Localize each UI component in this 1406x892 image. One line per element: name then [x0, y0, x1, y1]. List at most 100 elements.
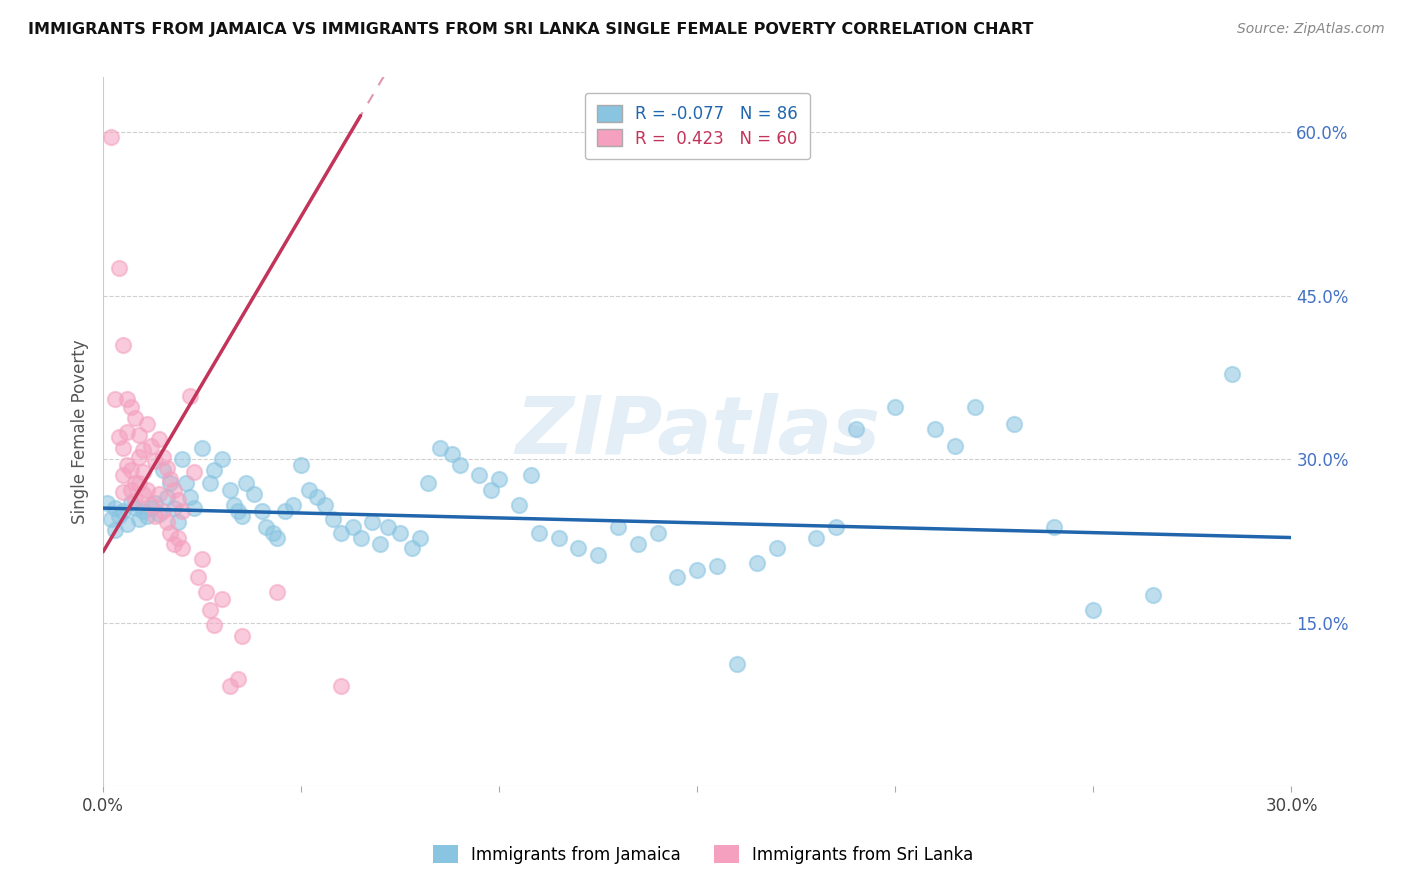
Point	[104, 392, 127, 406]
Point	[266, 585, 288, 599]
Point	[163, 537, 186, 551]
Point	[115, 392, 138, 406]
Point	[100, 130, 122, 145]
Point	[191, 441, 214, 455]
Point	[128, 450, 150, 464]
Point	[167, 493, 190, 508]
Point	[322, 512, 344, 526]
Point	[152, 504, 174, 518]
Point	[195, 585, 218, 599]
Point	[329, 679, 352, 693]
Point	[139, 498, 162, 512]
Point	[111, 441, 134, 455]
Point	[745, 556, 768, 570]
Legend: Immigrants from Jamaica, Immigrants from Sri Lanka: Immigrants from Jamaica, Immigrants from…	[426, 838, 980, 871]
Point	[148, 433, 170, 447]
Point	[329, 526, 352, 541]
Point	[148, 487, 170, 501]
Point	[1002, 417, 1025, 432]
Point	[108, 508, 131, 523]
Point	[274, 504, 297, 518]
Point	[100, 512, 122, 526]
Point	[124, 410, 146, 425]
Point	[226, 504, 249, 518]
Point	[108, 261, 131, 276]
Point	[963, 400, 986, 414]
Point	[104, 501, 127, 516]
Point	[202, 617, 225, 632]
Point	[148, 507, 170, 521]
Point	[172, 452, 194, 467]
Point	[401, 541, 423, 556]
Point	[627, 537, 650, 551]
Point	[163, 501, 186, 516]
Point	[1142, 588, 1164, 602]
Text: IMMIGRANTS FROM JAMAICA VS IMMIGRANTS FROM SRI LANKA SINGLE FEMALE POVERTY CORRE: IMMIGRANTS FROM JAMAICA VS IMMIGRANTS FR…	[28, 22, 1033, 37]
Point	[804, 531, 827, 545]
Point	[139, 439, 162, 453]
Point	[167, 531, 190, 545]
Point	[159, 472, 181, 486]
Point	[211, 452, 233, 467]
Point	[235, 476, 257, 491]
Point	[211, 591, 233, 606]
Point	[176, 476, 198, 491]
Point	[666, 570, 689, 584]
Point	[468, 468, 491, 483]
Point	[845, 421, 868, 435]
Point	[943, 439, 966, 453]
Point	[124, 476, 146, 491]
Point	[527, 526, 550, 541]
Point	[924, 421, 946, 435]
Point	[167, 516, 190, 530]
Point	[262, 526, 284, 541]
Point	[128, 428, 150, 442]
Point	[389, 526, 412, 541]
Text: ZIPatlas: ZIPatlas	[515, 392, 880, 471]
Point	[139, 501, 162, 516]
Text: Source: ZipAtlas.com: Source: ZipAtlas.com	[1237, 22, 1385, 37]
Point	[305, 490, 328, 504]
Point	[120, 463, 142, 477]
Point	[567, 541, 589, 556]
Point	[416, 476, 439, 491]
Point	[254, 519, 277, 533]
Point	[429, 441, 451, 455]
Point	[115, 517, 138, 532]
Point	[198, 476, 221, 491]
Point	[135, 483, 157, 497]
Point	[124, 501, 146, 516]
Point	[314, 498, 336, 512]
Point	[183, 465, 205, 479]
Point	[283, 498, 305, 512]
Point	[290, 458, 312, 472]
Point	[191, 552, 214, 566]
Point	[520, 468, 543, 483]
Point	[440, 447, 463, 461]
Point	[111, 504, 134, 518]
Point	[163, 483, 186, 497]
Point	[135, 508, 157, 523]
Point	[547, 531, 569, 545]
Point	[825, 519, 848, 533]
Point	[349, 531, 371, 545]
Point	[488, 472, 510, 486]
Point	[222, 498, 245, 512]
Point	[647, 526, 669, 541]
Point	[115, 458, 138, 472]
Point	[179, 389, 201, 403]
Point	[1083, 602, 1105, 616]
Point	[132, 443, 155, 458]
Point	[183, 501, 205, 516]
Point	[111, 468, 134, 483]
Point	[132, 465, 155, 479]
Point	[128, 512, 150, 526]
Point	[143, 508, 166, 523]
Point	[219, 679, 242, 693]
Point	[250, 504, 273, 518]
Point	[111, 484, 134, 499]
Point	[1042, 519, 1064, 533]
Point	[179, 490, 201, 504]
Point	[508, 498, 530, 512]
Point	[686, 563, 709, 577]
